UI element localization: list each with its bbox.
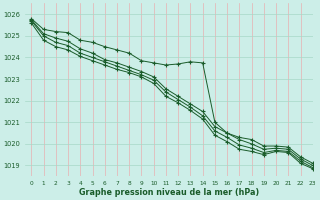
X-axis label: Graphe pression niveau de la mer (hPa): Graphe pression niveau de la mer (hPa): [79, 188, 259, 197]
